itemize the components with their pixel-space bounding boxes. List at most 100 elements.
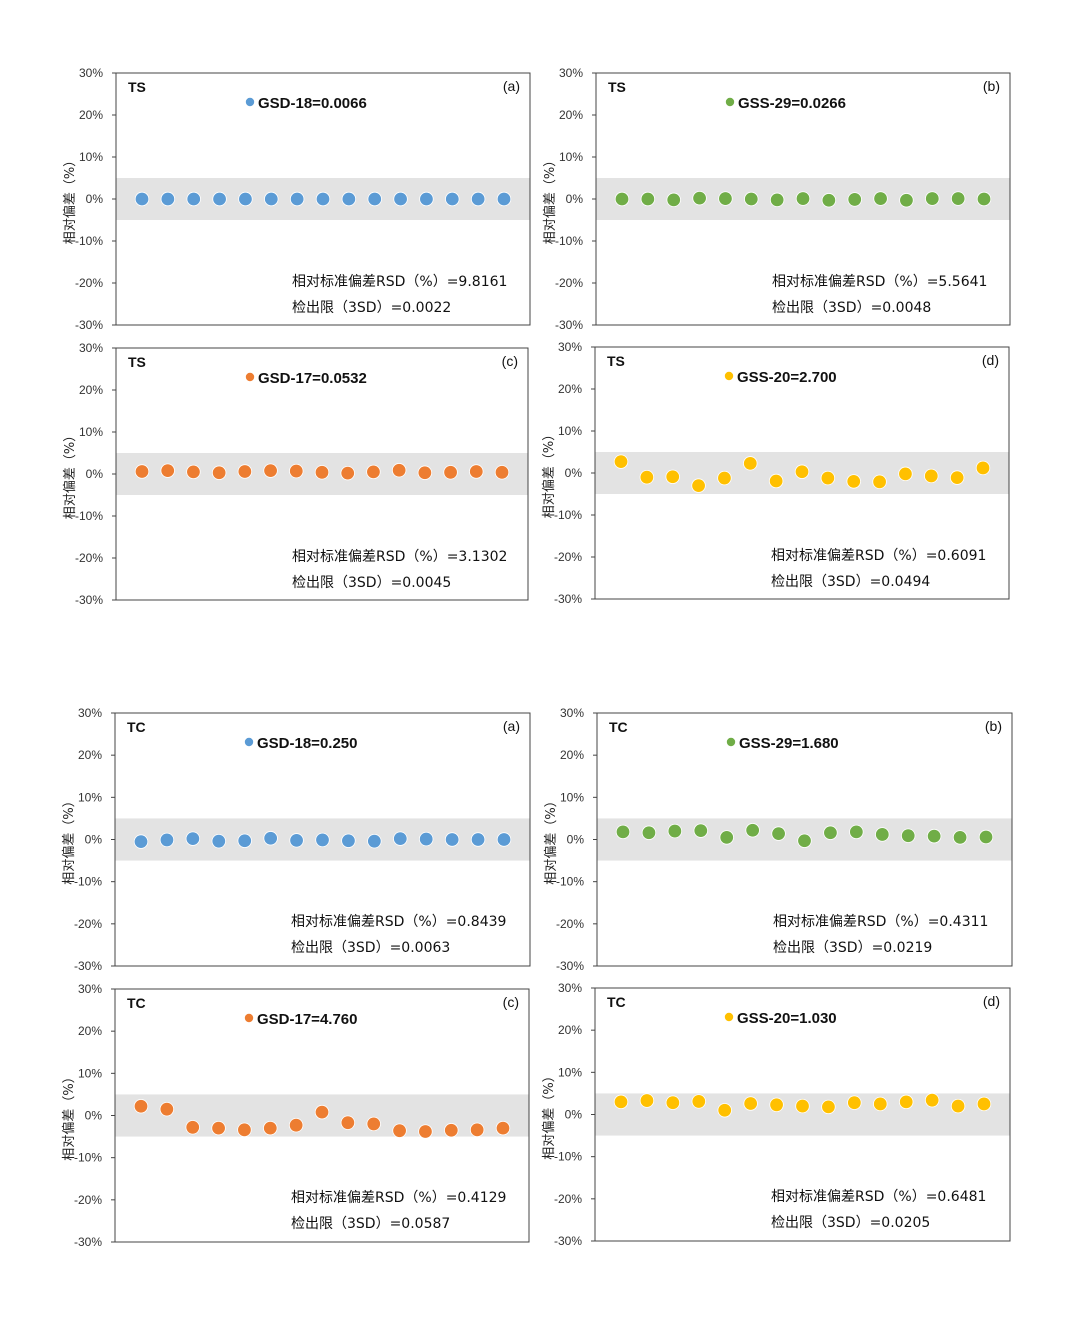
data-point — [496, 191, 512, 207]
y-tick-label: 20% — [78, 748, 102, 762]
data-point — [898, 466, 913, 482]
y-tick-label: -30% — [75, 318, 103, 332]
y-tick-label: 20% — [558, 1023, 582, 1037]
data-point — [639, 1093, 655, 1108]
legend-marker — [725, 97, 735, 107]
data-point — [899, 1094, 914, 1110]
y-tick-label: 20% — [558, 382, 582, 396]
data-point — [821, 193, 837, 208]
y-tick-label: -10% — [74, 1151, 102, 1165]
data-point — [238, 191, 253, 207]
panel-label: (c) — [503, 994, 519, 1010]
chart-panel-ts-c: 30% 20% 10% 0% -10% -20% -30% 相对偏差（%） TS (c) GSD-1… — [63, 341, 529, 607]
data-point — [794, 464, 810, 479]
sample-label: GSS-20=1.030 — [737, 1010, 837, 1027]
y-tick-label: -20% — [75, 551, 103, 565]
data-point — [847, 1095, 862, 1110]
data-point — [186, 191, 201, 207]
group-tag: TS — [607, 353, 625, 369]
data-point — [185, 831, 201, 846]
data-point — [795, 1098, 810, 1114]
data-point — [924, 468, 939, 484]
data-point — [212, 191, 227, 207]
data-point — [795, 191, 811, 206]
data-point — [949, 470, 965, 485]
group-tag: TS — [128, 354, 146, 370]
rsd-text: 相对标准偏差RSD（%）=0.4311 — [773, 914, 988, 930]
y-tick-label: -10% — [75, 234, 103, 248]
y-tick-label: 10% — [560, 790, 584, 804]
group-tag: TS — [608, 79, 626, 95]
data-point — [875, 827, 890, 842]
y-tick-label: 20% — [559, 108, 583, 122]
y-tick-label: 10% — [559, 150, 583, 164]
y-tick-label: 30% — [78, 706, 102, 720]
y-axis-title: 相对偏差（%） — [63, 429, 78, 519]
data-point — [211, 465, 227, 480]
y-tick-label: 10% — [78, 1066, 102, 1080]
lod-text: 检出限（3SD）=0.0587 — [291, 1216, 450, 1232]
y-tick-label: 30% — [78, 982, 102, 996]
sample-label: GSD-18=0.250 — [257, 735, 357, 752]
lod-text: 检出限（3SD）=0.0494 — [771, 574, 930, 590]
y-tick-label: -20% — [556, 917, 584, 931]
data-point — [614, 191, 630, 207]
y-tick-label: 20% — [79, 383, 103, 397]
y-tick-label: 20% — [78, 1024, 102, 1038]
data-point — [639, 470, 655, 485]
data-point — [950, 191, 966, 206]
y-tick-label: -20% — [554, 550, 582, 564]
data-point — [926, 828, 942, 844]
y-axis-title: 相对偏差（%） — [543, 154, 558, 244]
y-axis-title: 相对偏差（%） — [62, 794, 77, 884]
data-point — [340, 465, 355, 481]
group-tag: TS — [128, 79, 146, 95]
y-tick-label: -30% — [554, 1234, 582, 1248]
y-tick-label: -10% — [554, 508, 582, 522]
data-point — [769, 192, 785, 208]
panel-label: (a) — [503, 718, 520, 734]
chart-panel-ts-b: 30% 20% 10% 0% -10% -20% -30% 相对偏差（%） TS (b) GSS-2… — [543, 66, 1011, 332]
y-tick-label: -10% — [554, 1150, 582, 1164]
data-point — [718, 191, 733, 206]
data-point — [665, 469, 680, 484]
y-tick-label: 0% — [86, 192, 104, 206]
y-tick-label: -30% — [554, 592, 582, 606]
data-point — [133, 1099, 149, 1114]
legend-marker — [245, 97, 255, 107]
data-point — [160, 463, 175, 478]
data-point — [469, 1122, 485, 1138]
data-point — [665, 1095, 681, 1110]
group-tag: TC — [127, 719, 146, 735]
y-axis-title: 相对偏差（%） — [542, 428, 557, 518]
data-point — [823, 825, 838, 840]
y-tick-label: 30% — [79, 341, 103, 355]
data-point — [952, 830, 968, 845]
data-point — [289, 833, 304, 848]
data-point — [769, 1097, 784, 1113]
data-point — [717, 470, 732, 486]
sample-label: GSD-17=0.0532 — [258, 370, 367, 387]
y-tick-label: -20% — [554, 1192, 582, 1206]
data-point — [976, 1096, 992, 1112]
y-tick-label: -30% — [74, 1235, 102, 1249]
y-axis-title: 相对偏差（%） — [542, 1069, 557, 1159]
lod-text: 检出限（3SD）=0.0022 — [292, 300, 451, 316]
y-tick-label: 0% — [566, 192, 584, 206]
y-tick-label: 0% — [85, 833, 103, 847]
y-tick-label: 0% — [565, 1108, 583, 1122]
data-point — [444, 832, 460, 847]
data-point — [159, 1101, 175, 1117]
data-point — [289, 463, 304, 479]
data-point — [847, 192, 862, 207]
y-tick-label: 30% — [79, 66, 103, 80]
panel-label: (b) — [985, 718, 1002, 734]
y-tick-label: -20% — [74, 917, 102, 931]
y-tick-label: 0% — [85, 1109, 103, 1123]
panel-label: (d) — [983, 993, 1000, 1009]
data-point — [771, 826, 786, 841]
y-tick-label: 0% — [565, 466, 583, 480]
y-axis-title: 相对偏差（%） — [63, 154, 78, 244]
sample-label: GSD-17=4.760 — [257, 1011, 357, 1028]
